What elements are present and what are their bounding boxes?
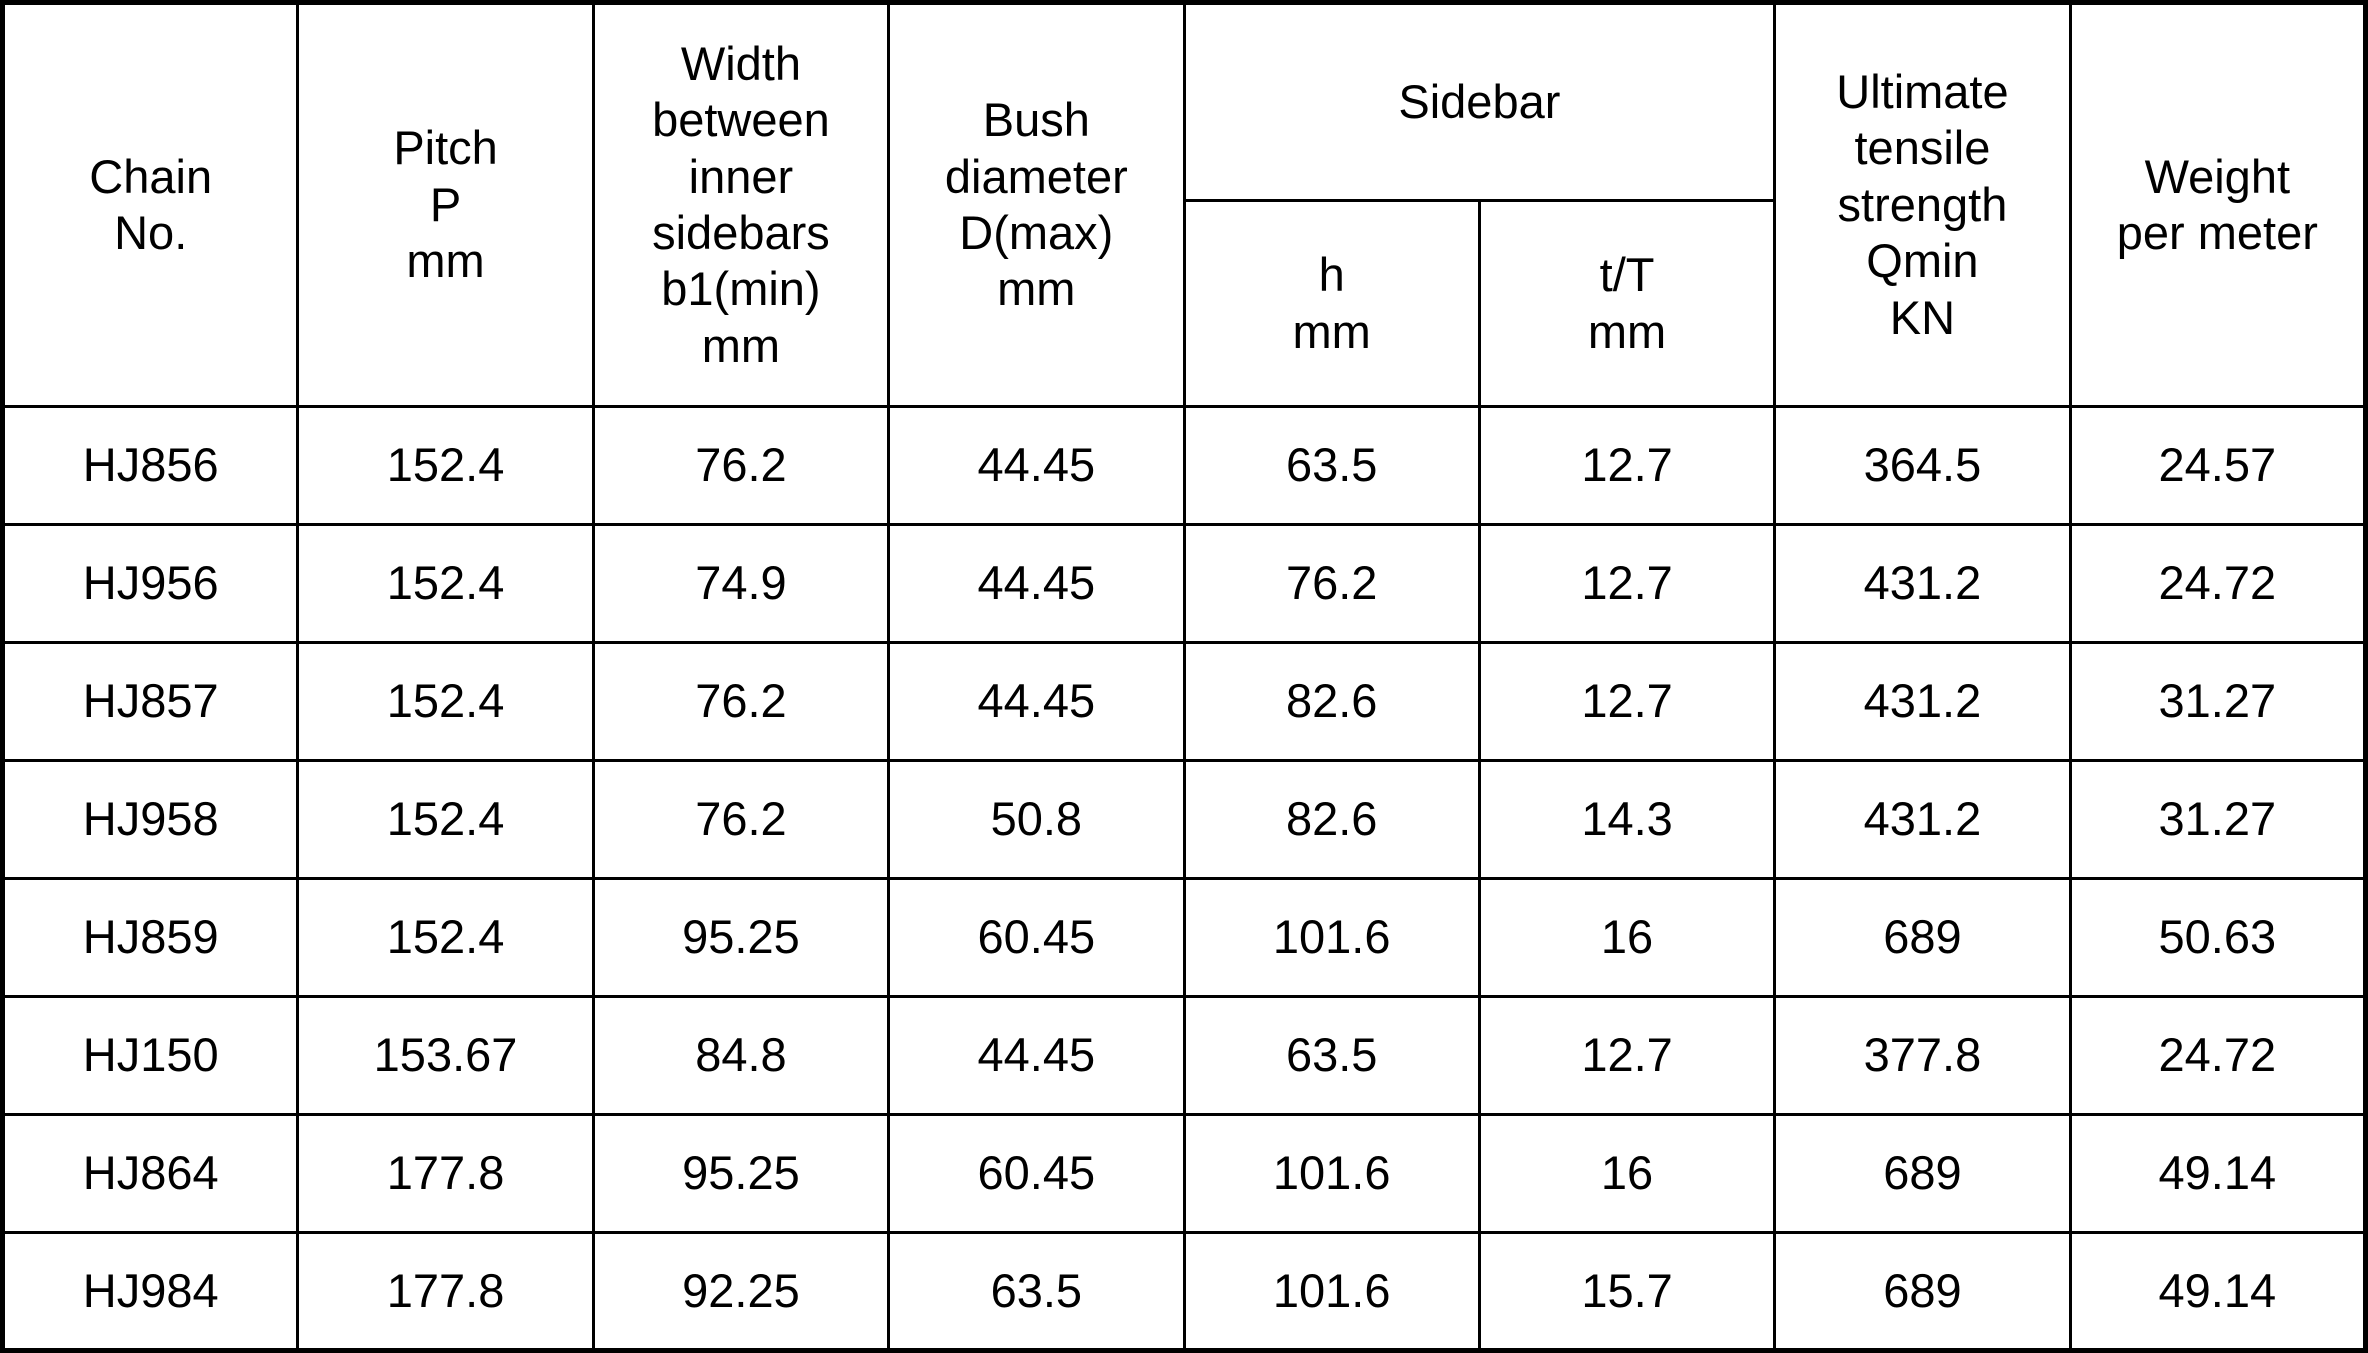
cell-bush-diameter: 44.45	[887, 523, 1186, 644]
cell-bush-diameter: 44.45	[887, 641, 1186, 762]
cell-width-b1: 76.2	[591, 759, 891, 880]
cell-bush-diameter: 60.45	[887, 877, 1186, 998]
cell-qmin: 431.2	[1773, 641, 2072, 762]
col-header-bush-diameter: Bush diameter D(max) mm	[887, 1, 1186, 408]
table-row: HJ956 152.4 74.9 44.45 76.2 12.7 431.2 2…	[0, 523, 2368, 644]
table-row: HJ864 177.8 95.25 60.45 101.6 16 689 49.…	[0, 1113, 2368, 1234]
cell-width-b1: 92.25	[591, 1231, 891, 1352]
table-row: HJ984 177.8 92.25 63.5 101.6 15.7 689 49…	[0, 1231, 2368, 1352]
cell-qmin: 377.8	[1773, 995, 2072, 1116]
cell-chain-no: HJ958	[0, 759, 300, 880]
col-header-chain-no: Chain No.	[0, 1, 300, 408]
cell-weight: 49.14	[2068, 1113, 2368, 1234]
cell-pitch: 152.4	[296, 523, 595, 644]
cell-chain-no: HJ150	[0, 995, 300, 1116]
cell-bush-diameter: 44.45	[887, 995, 1186, 1116]
cell-width-b1: 84.8	[591, 995, 891, 1116]
cell-sidebar-h: 101.6	[1182, 877, 1481, 998]
cell-bush-diameter: 63.5	[887, 1231, 1186, 1352]
cell-chain-no: HJ857	[0, 641, 300, 762]
cell-qmin: 431.2	[1773, 759, 2072, 880]
cell-sidebar-tt: 14.3	[1477, 759, 1777, 880]
cell-qmin: 431.2	[1773, 523, 2072, 644]
cell-width-b1: 95.25	[591, 1113, 891, 1234]
cell-weight: 24.72	[2068, 995, 2368, 1116]
table-row: HJ150 153.67 84.8 44.45 63.5 12.7 377.8 …	[0, 995, 2368, 1116]
cell-sidebar-tt: 12.7	[1477, 995, 1777, 1116]
cell-sidebar-tt: 16	[1477, 877, 1777, 998]
cell-pitch: 152.4	[296, 641, 595, 762]
table-row: HJ859 152.4 95.25 60.45 101.6 16 689 50.…	[0, 877, 2368, 998]
table-row: HJ856 152.4 76.2 44.45 63.5 12.7 364.5 2…	[0, 405, 2368, 526]
cell-chain-no: HJ859	[0, 877, 300, 998]
cell-weight: 24.57	[2068, 405, 2368, 526]
cell-pitch: 152.4	[296, 759, 595, 880]
cell-qmin: 689	[1773, 1113, 2072, 1234]
cell-chain-no: HJ856	[0, 405, 300, 526]
cell-width-b1: 76.2	[591, 641, 891, 762]
col-header-sidebar-tt: t/T mm	[1477, 199, 1777, 408]
cell-pitch: 153.67	[296, 995, 595, 1116]
cell-sidebar-h: 76.2	[1182, 523, 1481, 644]
cell-weight: 49.14	[2068, 1231, 2368, 1352]
cell-width-b1: 95.25	[591, 877, 891, 998]
cell-bush-diameter: 60.45	[887, 1113, 1186, 1234]
cell-sidebar-tt: 12.7	[1477, 523, 1777, 644]
col-header-pitch: Pitch P mm	[296, 1, 595, 408]
cell-width-b1: 76.2	[591, 405, 891, 526]
cell-bush-diameter: 50.8	[887, 759, 1186, 880]
cell-qmin: 689	[1773, 877, 2072, 998]
cell-pitch: 152.4	[296, 405, 595, 526]
table-row: HJ857 152.4 76.2 44.45 82.6 12.7 431.2 3…	[0, 641, 2368, 762]
cell-sidebar-h: 63.5	[1182, 405, 1481, 526]
cell-sidebar-h: 101.6	[1182, 1231, 1481, 1352]
cell-bush-diameter: 44.45	[887, 405, 1186, 526]
col-header-sidebar-h: h mm	[1182, 199, 1481, 408]
cell-weight: 31.27	[2068, 641, 2368, 762]
cell-sidebar-tt: 15.7	[1477, 1231, 1777, 1352]
cell-sidebar-h: 82.6	[1182, 759, 1481, 880]
cell-sidebar-h: 82.6	[1182, 641, 1481, 762]
cell-qmin: 689	[1773, 1231, 2072, 1352]
col-header-weight: Weight per meter	[2068, 1, 2368, 408]
cell-weight: 31.27	[2068, 759, 2368, 880]
cell-pitch: 177.8	[296, 1231, 595, 1352]
cell-chain-no: HJ956	[0, 523, 300, 644]
cell-pitch: 152.4	[296, 877, 595, 998]
table-subheader-row: h mm t/T mm	[3, 199, 2366, 408]
cell-qmin: 364.5	[1773, 405, 2072, 526]
col-header-ultimate-tensile: Ultimate tensile strength Qmin KN	[1773, 1, 2072, 408]
cell-pitch: 177.8	[296, 1113, 595, 1234]
cell-sidebar-tt: 16	[1477, 1113, 1777, 1234]
cell-chain-no: HJ864	[0, 1113, 300, 1234]
cell-chain-no: HJ984	[0, 1231, 300, 1352]
table-row: HJ958 152.4 76.2 50.8 82.6 14.3 431.2 31…	[0, 759, 2368, 880]
col-header-width-b1: Width between inner sidebars b1(min) mm	[591, 1, 891, 408]
cell-weight: 50.63	[2068, 877, 2368, 998]
cell-sidebar-h: 101.6	[1182, 1113, 1481, 1234]
col-header-sidebar-group: Sidebar	[1182, 1, 1777, 202]
cell-sidebar-h: 63.5	[1182, 995, 1481, 1116]
cell-sidebar-tt: 12.7	[1477, 641, 1777, 762]
cell-weight: 24.72	[2068, 523, 2368, 644]
cell-width-b1: 74.9	[591, 523, 891, 644]
table-header-row: Chain No. Pitch P mm Width between inner…	[0, 1, 2368, 408]
cell-sidebar-tt: 12.7	[1477, 405, 1777, 526]
